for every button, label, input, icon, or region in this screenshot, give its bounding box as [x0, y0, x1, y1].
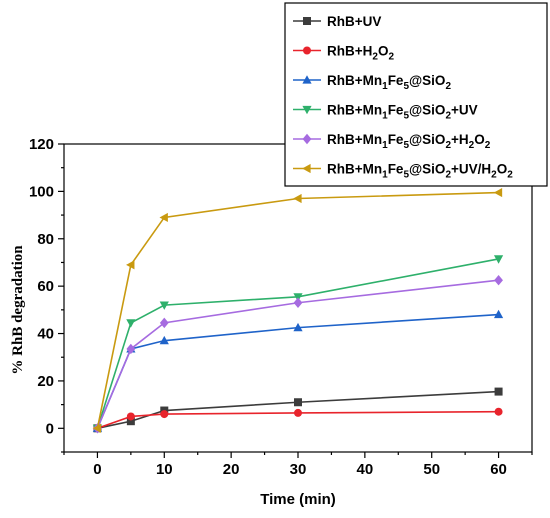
y-tick-label: 60: [37, 278, 54, 295]
legend-box: [284, 2, 548, 187]
axes: 0 10 20 30 40 50 60 0 20 40 60 80 100 120: [29, 136, 533, 478]
data-point: [293, 322, 303, 332]
x-tick-label: 40: [357, 461, 374, 478]
data-point: [126, 260, 135, 270]
data-point: [159, 212, 168, 223]
y-tick-label: 80: [37, 231, 54, 248]
series-6: [92, 187, 503, 433]
data-point: [160, 410, 169, 419]
legend-item-4: RhB+Mn1Fe5@SiO2+UV: [293, 103, 478, 122]
data-point: [159, 317, 169, 329]
data-point: [493, 309, 504, 319]
legend-marker: [303, 46, 311, 55]
data-point: [493, 187, 503, 198]
data-point: [293, 193, 302, 204]
x-tick-label: 30: [290, 461, 307, 478]
y-tick-label: 100: [29, 183, 54, 200]
legend: RhB+UV RhB+H2O2 RhB+Mn1Fe5@SiO2 RhB+Mn1Fe5@…: [284, 2, 548, 187]
x-axis-title: Time (min): [260, 491, 336, 508]
series-line: [96, 191, 499, 429]
x-tick-label: 60: [490, 461, 507, 478]
y-axis-title: % RhB degradation: [10, 245, 26, 375]
legend-item-2: RhB+H2O2: [293, 44, 394, 63]
y-tick-label: 0: [46, 420, 54, 437]
series-layer: [92, 187, 504, 434]
data-point: [126, 412, 135, 421]
legend-label: RhB+Mn1Fe5@SiO2: [327, 73, 451, 92]
legend-marker: [303, 17, 311, 25]
data-point: [293, 297, 303, 308]
data-point: [126, 417, 135, 426]
series-2: [93, 407, 503, 433]
legend-item-6: RhB+Mn1Fe5@SiO2+UV/H2O2: [293, 162, 513, 181]
data-point: [92, 423, 102, 433]
legend-item-3: RhB+Mn1Fe5@SiO2: [293, 73, 451, 92]
y-tick-label: 120: [29, 136, 54, 153]
data-point: [126, 343, 136, 355]
legend-label: RhB+UV: [327, 14, 381, 29]
data-point: [493, 255, 504, 264]
x-tick-label: 0: [93, 461, 101, 478]
data-point: [494, 407, 503, 416]
series-5: [93, 275, 503, 434]
x-tick-label: 50: [423, 461, 440, 478]
data-point: [494, 387, 503, 396]
data-point: [126, 319, 136, 328]
legend-label: RhB+H2O2: [327, 44, 394, 63]
legend-item-5: RhB+Mn1Fe5@SiO2+H2O2: [293, 132, 491, 151]
legend-marker: [302, 75, 312, 84]
legend-marker: [302, 163, 311, 174]
legend-marker: [302, 133, 312, 145]
data-point: [494, 275, 503, 286]
y-tick-label: 40: [37, 326, 54, 343]
legend-label: RhB+Mn1Fe5@SiO2+UV: [327, 103, 478, 122]
x-tick-label: 10: [156, 461, 173, 478]
legend-label: RhB+Mn1Fe5@SiO2+H2O2: [327, 132, 491, 151]
y-tick-label: 20: [37, 373, 54, 390]
legend-item-1: RhB+UV: [293, 14, 381, 29]
data-point: [159, 301, 169, 310]
data-point: [293, 293, 303, 302]
x-tick-label: 20: [223, 461, 240, 478]
legend-marker: [302, 105, 312, 115]
data-point: [294, 408, 302, 417]
data-point: [159, 335, 169, 345]
data-point: [294, 398, 302, 407]
legend-label: RhB+Mn1Fe5@SiO2+UV/H2O2: [327, 162, 513, 181]
series-4: [92, 255, 504, 434]
